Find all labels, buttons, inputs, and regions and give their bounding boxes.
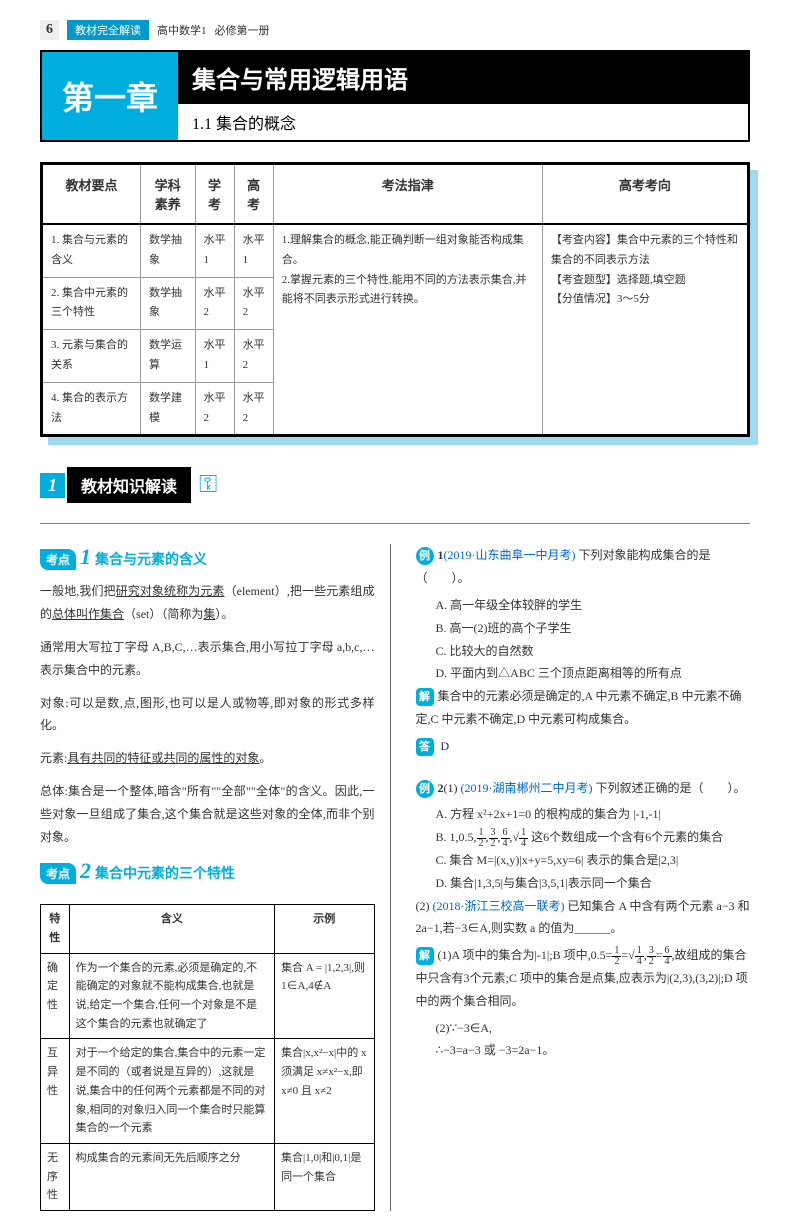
th-literacy: 学科素养	[140, 164, 195, 225]
para-5: 总体:集合是一个整体,暗含"所有""全部""全体"的含义。因此,一些对象一旦组成…	[40, 780, 375, 848]
chapter-label: 第一章	[42, 52, 178, 140]
solution-2b: (2)∵−3∈A, ∴−3=a−3 或 −3=2a−1。	[416, 1017, 751, 1063]
property-table: 特性 含义 示例 确定性作为一个集合的元素,必须是确定的,不能确定的对象就不能构…	[40, 904, 375, 1211]
option-b: B. 高一(2)班的高个子学生	[416, 617, 751, 640]
option-d: D. 集合|1,3,5|与集合|3,5,1|表示同一个集合	[416, 872, 751, 895]
series-badge: 教材完全解读	[67, 20, 149, 40]
section-number: 1	[40, 473, 65, 498]
th-method: 考法指津	[273, 164, 542, 225]
option-a: A. 方程 x²+2x+1=0 的根构成的集合为 |-1,-1|	[416, 803, 751, 826]
example-2-2: (2) (2018·浙江三校高一联考) 已知集合 A 中含有两个元素 a−3 和…	[416, 895, 751, 941]
example-2: 例2(1) (2019·湖南郴州二中月考) 下列叙述正确的是（ ）。	[416, 777, 751, 800]
subject-label: 高中数学1	[157, 22, 207, 38]
para-1: 一般地,我们把研究对象统称为元素（element）,把一些元素组成的总体叫作集合…	[40, 580, 375, 626]
section-header: 1 教材知识解读 ⚿	[40, 467, 750, 503]
example-1: 例1(2019·山东曲阜一中月考) 下列对象能构成集合的是（ ）。	[416, 544, 751, 590]
para-4: 元素:具有共同的特征或共同的属性的对象。	[40, 747, 375, 770]
table-row: 确定性作为一个集合的元素,必须是确定的,不能确定的对象就不能构成集合,也就是说,…	[41, 953, 375, 1039]
page-header: 6 教材完全解读 高中数学1 必修第一册	[40, 20, 750, 40]
kaodian-2: 考点 2 集合中元素的三个特性	[40, 858, 235, 884]
key-icon: ⚿	[199, 472, 217, 499]
th-key: 教材要点	[42, 164, 141, 225]
table-row: 互异性对于一个给定的集合,集合中的元素一定是不同的（或者说是互异的）,这就是说,…	[41, 1039, 375, 1143]
table-row: 无序性构成集合的元素间无先后顺序之分集合|1,0|和|0,1|是同一个集合	[41, 1143, 375, 1210]
para-3: 对象:可以是数,点,图形,也可以是人或物等,即对象的形式多样化。	[40, 692, 375, 738]
th-direction: 高考考向	[542, 164, 748, 225]
th-xue: 学考	[195, 164, 234, 225]
option-a: A. 高一年级全体较胖的学生	[416, 594, 751, 617]
overview-table: 教材要点 学科素养 学考 高考 考法指津 高考考向 1. 集合与元素的含义 数学…	[40, 162, 750, 437]
option-c: C. 比较大的自然数	[416, 640, 751, 663]
table-row: 1. 集合与元素的含义 数学抽象 水平1 水平1 1.理解集合的概念,能正确判断…	[42, 224, 749, 277]
page-number: 6	[40, 20, 59, 40]
chapter-title: 集合与常用逻辑用语	[178, 52, 748, 103]
option-c: C. 集合 M=|(x,y)|x+y=5,xy=6| 表示的集合是|2,3|	[416, 849, 751, 872]
para-2: 通常用大写拉丁字母 A,B,C,…表示集合,用小写拉丁字母 a,b,c,…表示集…	[40, 636, 375, 682]
solution-1: 解集合中的元素必须是确定的,A 中元素不确定,B 中元素不确定,C 中元素不确定…	[416, 685, 751, 731]
answer-1: 答 D	[416, 735, 751, 758]
book-label: 必修第一册	[215, 22, 270, 38]
solution-2: 解(1)A 项中的集合为|-1|;B 项中,0.5=12=√14,32=64,故…	[416, 944, 751, 1012]
chapter-banner: 第一章 集合与常用逻辑用语 1.1 集合的概念	[40, 50, 750, 142]
option-b: B. 1,0.5,12,32,64,√14 这6个数组成一个含有6个元素的集合	[416, 826, 751, 849]
section-banner: 教材知识解读	[67, 467, 191, 503]
th-gaokao: 高考	[234, 164, 273, 225]
section-title: 1.1 集合的概念	[178, 103, 748, 140]
kaodian-1: 考点 1 集合与元素的含义	[40, 544, 207, 570]
option-d: D. 平面内到△ABC 三个顶点距离相等的所有点	[416, 662, 751, 685]
